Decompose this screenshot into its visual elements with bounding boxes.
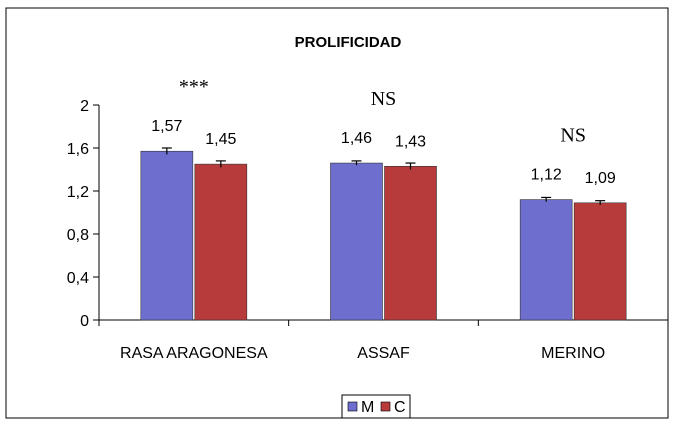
- data-label: 1,12: [531, 167, 562, 184]
- significance-label: ***: [179, 76, 209, 98]
- y-tick-label: 2: [80, 98, 89, 115]
- data-label: 1,45: [205, 131, 236, 148]
- significance-label: NS: [371, 88, 397, 110]
- legend-label: C: [394, 399, 406, 416]
- bar-m: [140, 150, 194, 321]
- legend-swatch-c: [380, 401, 391, 412]
- x-tick-label: RASA ARAGONESA: [120, 345, 268, 362]
- y-tick-label: 1,2: [67, 184, 89, 201]
- y-tick-label: 0,4: [67, 270, 89, 287]
- data-label: 1,43: [395, 133, 426, 150]
- chart-title: PROLIFICIDAD: [295, 34, 402, 51]
- bar-c: [194, 163, 248, 321]
- bar-m: [519, 199, 573, 321]
- bar-c: [384, 165, 437, 321]
- x-axis: RASA ARAGONESA ASSAF MERINO: [98, 319, 669, 362]
- y-tick-label: 0: [80, 313, 89, 330]
- legend-label: M: [361, 399, 374, 416]
- bars: [140, 147, 627, 321]
- x-tick-label: ASSAF: [357, 345, 410, 362]
- data-labels: 1,57 1,45 *** 1,46 1,43 NS 1,12 1,09 NS: [151, 76, 616, 187]
- legend-box: [341, 394, 411, 419]
- data-label: 1,09: [585, 170, 616, 187]
- data-label: 1,57: [151, 118, 182, 135]
- bar-m: [330, 162, 383, 321]
- data-label: 1,46: [341, 130, 372, 147]
- y-tick-label: 0,8: [67, 227, 89, 244]
- bar-c: [573, 202, 627, 321]
- y-axis: 0 0,4 0,8 1,2 1,6 2: [67, 98, 100, 330]
- x-tick-label: MERINO: [541, 345, 605, 362]
- significance-label: NS: [560, 125, 586, 147]
- y-tick-label: 1,6: [67, 141, 89, 158]
- legend-swatch-m: [347, 401, 358, 412]
